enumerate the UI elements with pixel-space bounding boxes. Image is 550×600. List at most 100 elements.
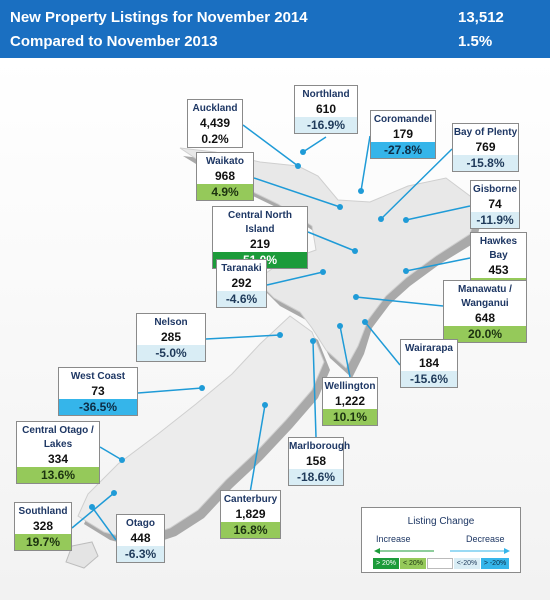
arrow-right-icon xyxy=(504,548,510,554)
header-banner: New Property Listings for November 2014 … xyxy=(0,0,550,58)
callout-dot-waikato xyxy=(337,204,343,210)
region-name: Canterbury xyxy=(223,494,278,505)
region-listings: 453 xyxy=(488,263,509,277)
callout-line-coromandel xyxy=(360,135,371,192)
region-box-auckland: Auckland 4,439 0.2% xyxy=(187,99,243,148)
region-listings: 610 xyxy=(315,102,337,116)
callout-line-northland xyxy=(302,136,327,153)
region-listings: 328 xyxy=(32,519,54,533)
callout-dot-hawkes-bay xyxy=(403,268,409,274)
region-change: 10.1% xyxy=(323,409,377,425)
legend-swatch-strong-increase: > 20% xyxy=(373,558,399,569)
region-change: -5.0% xyxy=(137,345,205,361)
region-change: -15.6% xyxy=(401,371,457,387)
callout-dot-nelson xyxy=(277,332,283,338)
region-box-canterbury: Canterbury 1,829 16.8% xyxy=(220,490,281,539)
callout-dot-manawatu-wanganui xyxy=(353,294,359,300)
callout-line-hawkes-bay xyxy=(405,257,471,272)
callout-line-southland xyxy=(71,492,115,529)
region-listings: 74 xyxy=(488,197,502,211)
region-box-bay-of-plenty: Bay of Plenty 769 -15.8% xyxy=(452,123,519,172)
region-listings: 184 xyxy=(418,356,440,370)
region-box-southland: Southland 328 19.7% xyxy=(14,502,72,551)
region-box-central-otago-lakes: Central Otago / Lakes 334 13.6% xyxy=(16,421,100,484)
callout-dot-gisborne xyxy=(403,217,409,223)
callout-line-central-north-island xyxy=(307,231,356,252)
region-name: Auckland xyxy=(192,103,238,114)
region-name: Otago xyxy=(126,518,155,529)
region-name: Central Otago / Lakes xyxy=(22,425,94,450)
region-change: 13.6% xyxy=(17,467,99,483)
region-change: 4.9% xyxy=(197,184,253,200)
region-change: -15.8% xyxy=(453,155,518,171)
callout-dot-southland xyxy=(111,490,117,496)
callout-line-west-coast xyxy=(137,387,203,394)
callout-line-gisborne xyxy=(405,205,471,221)
comparison-label: Compared to November 2013 xyxy=(10,33,218,50)
callout-dot-otago xyxy=(89,504,95,510)
callout-dot-northland xyxy=(300,149,306,155)
legend-title: Listing Change xyxy=(407,516,475,527)
region-box-wellington: Wellington 1,222 10.1% xyxy=(322,377,378,426)
callout-dot-west-coast xyxy=(199,385,205,391)
region-change: 20.0% xyxy=(444,326,526,342)
region-name: Marlborough xyxy=(289,441,351,452)
region-listings: 292 xyxy=(231,276,252,290)
region-listings: 285 xyxy=(160,330,182,344)
region-change: -36.5% xyxy=(59,399,137,415)
region-box-wairarapa: Wairarapa 184 -15.6% xyxy=(400,339,458,388)
callout-line-marlborough xyxy=(312,340,317,438)
arrow-left-icon xyxy=(374,548,380,554)
region-change: -4.6% xyxy=(217,291,266,307)
region-listings: 1,222 xyxy=(334,394,366,408)
region-name: Gisborne xyxy=(473,184,517,195)
region-box-northland: Northland 610 -16.9% xyxy=(294,85,358,134)
region-box-west-coast: West Coast 73 -36.5% xyxy=(58,367,138,416)
region-listings: 219 xyxy=(249,237,271,251)
callout-line-wairarapa xyxy=(364,321,401,366)
callout-dot-central-otago-lakes xyxy=(119,457,125,463)
region-change: -18.6% xyxy=(289,469,343,485)
region-box-central-north-island: Central North Island21951.0% xyxy=(212,206,308,269)
region-name: Coromandel xyxy=(373,114,433,125)
region-listings: 648 xyxy=(474,311,496,325)
region-listings: 334 xyxy=(47,452,69,466)
callout-line-central-otago-lakes xyxy=(99,446,123,461)
page-title: New Property Listings for November 2014 xyxy=(10,9,308,26)
region-name: Bay of Plenty xyxy=(453,127,518,138)
region-name: Central North Island xyxy=(228,210,292,235)
region-change: -6.3% xyxy=(117,546,164,562)
callout-line-nelson xyxy=(205,334,281,340)
callout-line-auckland xyxy=(242,124,299,167)
region-listings: 158 xyxy=(305,454,327,468)
callout-line-bay-of-plenty xyxy=(380,148,453,220)
region-box-manawatu-wanganui: Manawatu / Wanganui 648 20.0% xyxy=(443,280,527,343)
region-listings: 179 xyxy=(392,127,414,141)
region-change: 16.8% xyxy=(221,522,280,538)
stewart-island-shape xyxy=(65,541,99,569)
region-name: Nelson xyxy=(154,317,188,328)
callout-dot-taranaki xyxy=(320,269,326,275)
region-name: Manawatu / Wanganui xyxy=(458,284,512,309)
region-name: Wellington xyxy=(324,381,376,392)
legend-swatch-decrease: <-20% xyxy=(454,558,480,569)
region-name: Southland xyxy=(18,506,68,517)
legend-increase-label: Increase xyxy=(376,534,411,544)
callout-dot-central-north-island xyxy=(352,248,358,254)
legend-swatch-strong-decrease: > -20% xyxy=(481,558,509,569)
region-listings: 4,439 xyxy=(199,116,231,130)
callout-line-otago xyxy=(91,506,117,541)
region-name: Wairarapa xyxy=(405,343,453,354)
region-name: Waikato xyxy=(206,156,244,167)
callout-line-wellington xyxy=(339,325,351,378)
region-box-gisborne: Gisborne 74 -11.9% xyxy=(470,180,520,229)
total-listings: 13,512 xyxy=(458,9,504,26)
region-name: Hawkes Bay xyxy=(479,236,518,261)
callout-dot-auckland xyxy=(295,163,301,169)
region-change: -16.9% xyxy=(295,117,357,133)
callout-dot-marlborough xyxy=(310,338,316,344)
region-name: Northland xyxy=(302,89,350,100)
callout-line-canterbury xyxy=(249,404,266,491)
callout-dot-wairarapa xyxy=(362,319,368,325)
legend-swatch-increase: < 20% xyxy=(400,558,426,569)
